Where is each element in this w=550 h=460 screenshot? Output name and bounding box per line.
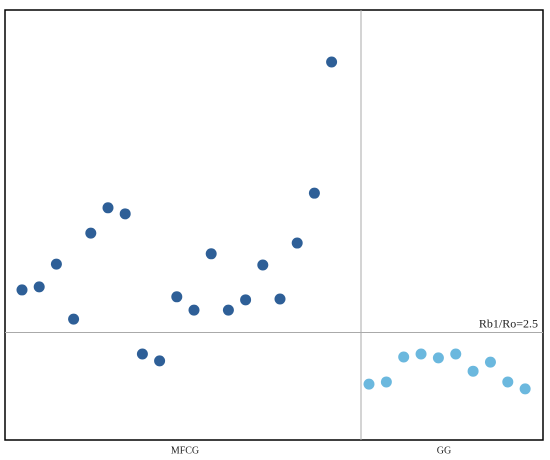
data-point xyxy=(240,294,252,306)
data-point xyxy=(415,348,427,360)
data-point xyxy=(222,304,234,316)
data-point xyxy=(119,208,131,220)
data-point xyxy=(154,355,166,367)
data-point xyxy=(85,227,97,239)
data-point xyxy=(102,202,114,214)
data-point xyxy=(398,351,410,363)
data-point xyxy=(467,365,479,377)
reference-label: Rb1/Ro=2.5 xyxy=(479,316,538,330)
data-point xyxy=(432,352,444,364)
data-point xyxy=(363,378,375,390)
data-point xyxy=(308,187,320,199)
data-point xyxy=(274,293,286,305)
x-category-label: MFCG xyxy=(171,445,199,456)
data-point xyxy=(171,291,183,303)
data-point xyxy=(188,304,200,316)
data-point xyxy=(33,281,45,293)
data-point xyxy=(291,237,303,249)
data-point xyxy=(450,348,462,360)
data-point xyxy=(50,258,62,270)
plot-frame xyxy=(4,9,544,441)
data-point xyxy=(257,259,269,271)
x-category-label: GG xyxy=(437,445,451,456)
data-point xyxy=(68,313,80,325)
data-point xyxy=(502,376,514,388)
data-point xyxy=(136,348,148,360)
data-point xyxy=(16,284,28,296)
data-point xyxy=(519,383,531,395)
data-point xyxy=(205,248,217,260)
data-point xyxy=(380,376,392,388)
data-point xyxy=(326,56,338,68)
data-point xyxy=(484,356,496,368)
